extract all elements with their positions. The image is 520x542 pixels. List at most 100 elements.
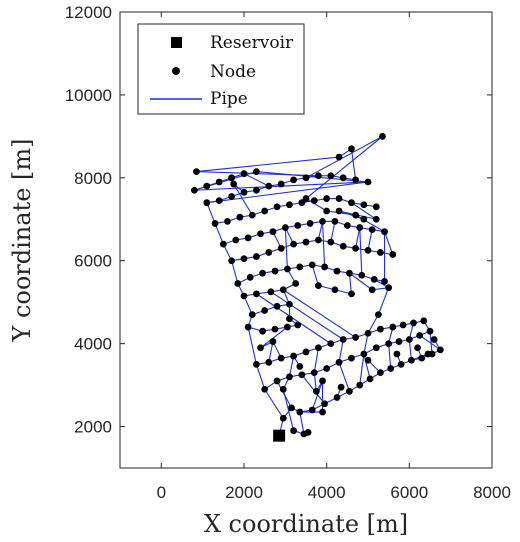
pipe-171 [260, 326, 288, 349]
node-17 [418, 354, 426, 362]
x-tick-label-0: 0 [157, 483, 166, 502]
pipe-176 [359, 353, 365, 386]
node-145 [352, 211, 359, 219]
pipe-216 [270, 291, 344, 340]
node-141 [348, 145, 355, 153]
node-38 [290, 352, 297, 360]
node-58 [286, 300, 293, 308]
node-89 [377, 249, 384, 256]
node-75 [370, 275, 378, 283]
node-157 [393, 350, 401, 358]
node-25 [323, 365, 331, 372]
node-73 [346, 269, 353, 277]
node-142 [379, 132, 386, 140]
pipe-3 [299, 411, 305, 435]
pipe-194 [377, 287, 390, 315]
node-111 [286, 201, 293, 209]
node-98 [306, 220, 314, 227]
y-tick-label-10000: 10000 [65, 86, 112, 105]
node-158 [414, 344, 421, 352]
reservoir-marker [273, 429, 286, 442]
node-161 [331, 286, 339, 294]
pipe-155 [301, 374, 326, 405]
pipe-169 [268, 341, 274, 363]
node-78 [240, 255, 248, 263]
pipe-33 [255, 364, 266, 390]
pipe-217 [282, 289, 356, 338]
node-29 [372, 344, 380, 352]
node-93 [244, 234, 252, 242]
node-4 [279, 414, 287, 422]
node-10 [346, 387, 353, 395]
x-axis-label: X coordinate [m] [204, 510, 408, 538]
node-50 [244, 323, 252, 331]
node-127 [302, 174, 310, 182]
node-132 [364, 178, 372, 186]
legend-node-marker [172, 67, 180, 75]
legend: Reservoir Node Pipe [137, 23, 305, 115]
node-69 [296, 263, 304, 271]
node-21 [273, 377, 281, 385]
y-axis-label: Y coordinate [m] [8, 138, 36, 342]
node-103 [368, 226, 376, 234]
y-tick-label-4000: 4000 [74, 335, 112, 354]
legend-node-label: Node [210, 62, 256, 82]
node-23 [298, 371, 306, 379]
node-122 [240, 188, 248, 196]
pipe-189 [348, 273, 353, 294]
pipe-200 [330, 221, 336, 243]
node-62 [279, 286, 287, 294]
pipe-195 [284, 227, 288, 270]
node-51 [259, 327, 266, 335]
node-114 [323, 195, 331, 202]
node-156 [364, 356, 372, 364]
node-148 [360, 215, 368, 223]
node-167 [312, 387, 320, 395]
node-112 [298, 199, 306, 207]
node-86 [339, 242, 347, 250]
node-16 [408, 356, 415, 364]
node-40 [315, 344, 322, 352]
node-48 [410, 319, 417, 327]
node-168 [374, 311, 382, 319]
node-94 [257, 230, 264, 238]
node-96 [281, 224, 289, 231]
node-79 [253, 253, 260, 260]
node-118 [372, 203, 380, 211]
node-41 [327, 340, 335, 348]
pipe-157 [363, 353, 371, 380]
x-tick-label-2000: 2000 [225, 483, 263, 502]
node-135 [215, 178, 223, 186]
node-26 [335, 358, 343, 366]
pipe-202 [384, 231, 394, 255]
node-68 [284, 265, 291, 273]
node-53 [284, 323, 291, 331]
node-7 [308, 406, 316, 414]
pipe-18 [264, 388, 284, 419]
node-159 [430, 336, 438, 343]
node-37 [277, 354, 285, 362]
node-91 [219, 240, 227, 248]
node-119 [203, 199, 211, 207]
node-151 [269, 338, 277, 345]
node-28 [360, 350, 368, 358]
node-131 [352, 176, 359, 184]
pipe-103 [214, 223, 224, 245]
node-110 [273, 203, 281, 211]
node-116 [348, 199, 355, 207]
node-80 [265, 249, 273, 256]
node-104 [381, 228, 388, 236]
node-30 [385, 340, 393, 348]
pipe-197 [359, 227, 363, 276]
node-3 [290, 427, 297, 435]
y-tick-label-12000: 12000 [65, 3, 112, 22]
node-152 [257, 344, 264, 352]
node-85 [327, 238, 335, 246]
pipe-142 [350, 148, 357, 180]
node-133 [191, 186, 198, 194]
node-92 [232, 236, 240, 244]
node-77 [228, 257, 236, 265]
node-102 [356, 224, 364, 231]
axes-layer: 0 2000 4000 6000 8000 2000 4000 6000 8000 10000 12… [65, 3, 511, 502]
node-14 [387, 365, 395, 372]
